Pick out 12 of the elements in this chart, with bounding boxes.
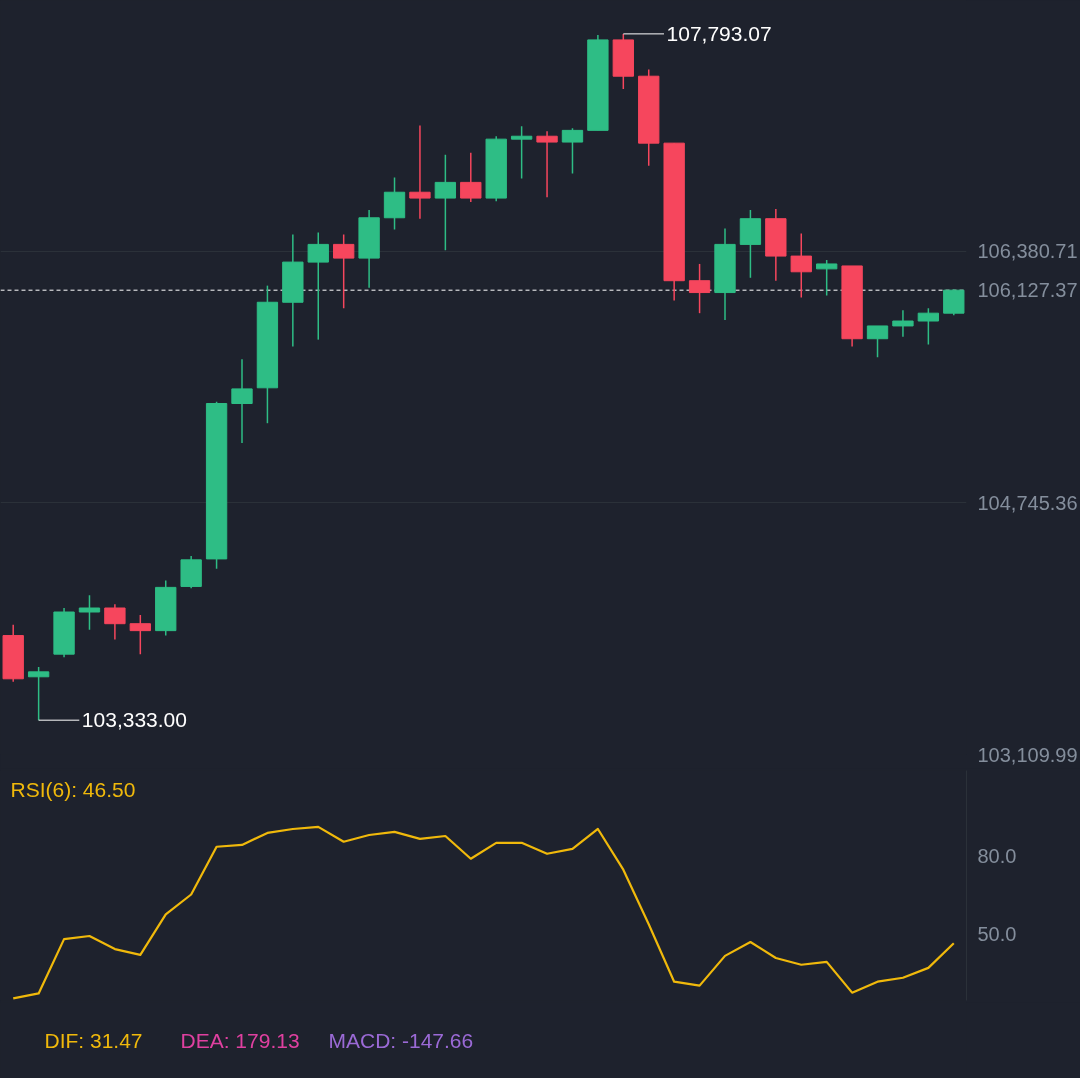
text: DIF: 31.47 bbox=[44, 1029, 143, 1052]
y-tick-label: 103,109.99 bbox=[977, 743, 1078, 766]
annotation: 107,793.07 bbox=[666, 21, 772, 45]
text: DEA: 179.13 bbox=[180, 1029, 300, 1052]
ref-line-label: 106,127.37 bbox=[977, 279, 1078, 302]
y-tick-label: 106,380.71 bbox=[977, 240, 1078, 263]
y-tick-label: 80.0 bbox=[977, 844, 1017, 867]
y-tick-label: 104,745.36 bbox=[977, 491, 1078, 514]
text: MACD: -147.66 bbox=[328, 1029, 474, 1052]
y-tick-label: 50.0 bbox=[977, 923, 1017, 946]
annotation: 103,333.00 bbox=[81, 708, 187, 732]
text: RSI(6): 46.50 bbox=[10, 777, 136, 801]
